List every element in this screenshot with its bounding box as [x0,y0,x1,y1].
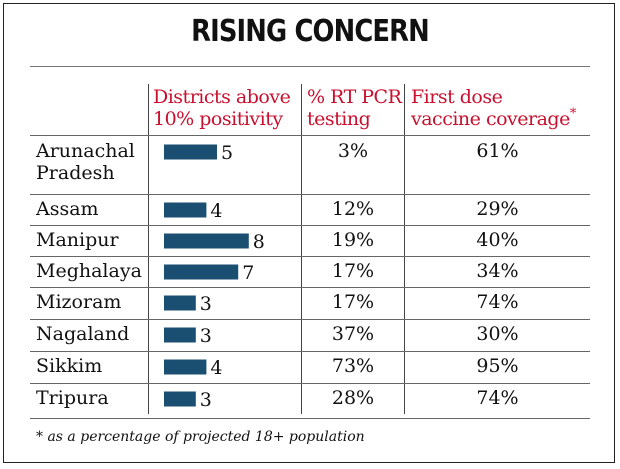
header-vaccine-line1: First dose [411,86,503,108]
cell-rtpcr: 19% [331,229,375,251]
chart-title: RISING CONCERN [191,14,430,49]
figure-frame [3,3,615,463]
district-bar [164,327,196,343]
district-bar [164,359,207,375]
header-vaccine-note-mark: * [569,106,577,122]
column-divider-1 [148,84,149,414]
row-divider [30,194,590,195]
state-name-line1: Sikkim [36,355,103,377]
district-bar-label: 3 [200,293,212,315]
district-bar-label: 8 [253,231,265,253]
district-bar [164,264,239,280]
header-vaccine: First dose vaccine coverage* [411,86,576,130]
row-divider [30,319,590,320]
column-divider-2 [301,84,302,414]
cell-rtpcr: 73% [331,355,375,377]
cell-vaccine: 61% [476,140,519,162]
row-state-name: Nagaland [36,323,129,345]
district-bar [164,391,196,407]
header-districts-line2: 10% positivity [153,108,283,130]
cell-vaccine: 74% [476,291,519,313]
row-state-name: Arunachal Pradesh [36,140,135,184]
cell-rtpcr: 17% [331,291,375,313]
state-name-line1: Assam [36,198,99,220]
cell-vaccine: 30% [476,323,519,345]
header-rtpcr-line1: % RT PCR [307,86,402,108]
cell-vaccine: 95% [476,355,519,377]
row-state-name: Manipur [36,229,119,251]
row-divider [30,256,590,257]
header-rtpcr-line2: testing [307,108,371,130]
header-vaccine-line2: vaccine coverage [411,108,570,130]
state-name-line1: Meghalaya [36,260,142,282]
district-bar [164,233,249,249]
district-bar-label: 3 [200,389,212,411]
state-name-line1: Nagaland [36,323,130,345]
row-divider [30,383,590,384]
row-state-name: Assam [36,198,99,220]
title-divider [30,66,590,67]
cell-vaccine: 29% [476,198,519,220]
state-name-line2: Pradesh [36,162,115,184]
row-state-name: Sikkim [36,355,102,377]
row-state-name: Tripura [36,387,109,409]
state-name-line1: Arunachal [36,140,135,162]
row-divider [30,225,590,226]
state-name-line1: Mizoram [36,291,122,313]
cell-rtpcr: 3% [337,140,369,162]
district-bar [164,144,217,160]
header-districts-line1: Districts above [153,86,291,108]
cell-vaccine: 74% [476,387,519,409]
state-name-line1: Tripura [36,387,109,409]
table-bottom-divider [30,418,590,419]
row-state-name: Meghalaya [36,260,142,282]
column-divider-3 [404,84,405,414]
footnote: * as a percentage of projected 18+ popul… [36,429,365,445]
header-districts: Districts above 10% positivity [153,86,291,130]
cell-rtpcr: 17% [331,260,375,282]
district-bar-label: 5 [221,142,233,164]
district-bar [164,295,196,311]
cell-rtpcr: 12% [331,198,375,220]
district-bar-label: 4 [210,357,222,379]
cell-rtpcr: 28% [331,387,375,409]
header-divider [30,135,590,136]
state-name-line1: Manipur [36,229,119,251]
cell-vaccine: 40% [476,229,519,251]
district-bar-label: 3 [200,325,212,347]
district-bar-label: 4 [210,200,222,222]
row-divider [30,287,590,288]
row-state-name: Mizoram [36,291,121,313]
district-bar-label: 7 [242,262,254,284]
row-divider [30,351,590,352]
cell-rtpcr: 37% [331,323,375,345]
header-rtpcr: % RT PCR testing [307,86,402,130]
cell-vaccine: 34% [476,260,519,282]
district-bar [164,202,207,218]
